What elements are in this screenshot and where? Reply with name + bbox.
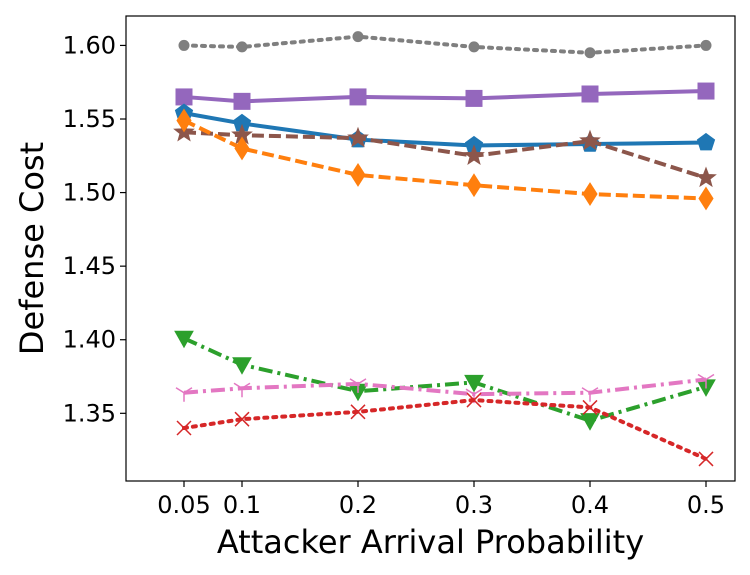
data-point (463, 144, 485, 166)
data-point (232, 357, 252, 375)
data-point (698, 451, 714, 467)
series (175, 373, 715, 404)
series (176, 108, 714, 211)
data-point (175, 88, 193, 106)
data-point (176, 420, 192, 436)
data-point (174, 330, 194, 349)
data-point (349, 378, 367, 393)
y-tick-label: 1.40 (63, 326, 116, 354)
data-point (175, 387, 193, 402)
data-point (698, 186, 714, 211)
data-point (581, 387, 599, 402)
series (175, 82, 715, 110)
y-axis-label: Defense Cost (13, 142, 51, 355)
data-point (580, 413, 600, 431)
data-point (466, 392, 482, 408)
data-point (465, 89, 483, 107)
data-point (584, 47, 596, 59)
x-tick-label: 0.3 (455, 491, 493, 519)
data-point (579, 129, 601, 151)
data-point (464, 374, 484, 393)
data-point (582, 182, 598, 206)
x-tick-label: 0.5 (687, 491, 725, 519)
data-point (234, 411, 250, 427)
data-point (347, 126, 369, 148)
data-point (352, 31, 364, 43)
data-point (176, 108, 192, 133)
data-point (696, 132, 716, 151)
series-line (183, 336, 707, 423)
y-tick-label: 1.45 (63, 252, 116, 280)
y-tick-label: 1.35 (63, 399, 116, 427)
data-point (581, 85, 599, 103)
data-point (350, 162, 366, 187)
series (173, 120, 717, 188)
series-layer (173, 31, 717, 467)
plot-frame (125, 15, 736, 482)
x-tick-label: 0.05 (157, 491, 210, 519)
data-point (233, 382, 251, 398)
data-point (234, 136, 250, 161)
x-axis-label: Attacker Arrival Probability (217, 523, 644, 561)
x-tick-label: 0.1 (223, 491, 261, 519)
data-point (468, 41, 480, 53)
data-point (697, 373, 715, 389)
series (176, 392, 714, 467)
x-tick-label: 0.2 (339, 491, 377, 519)
series (174, 330, 716, 431)
data-point (466, 173, 482, 198)
data-point (236, 41, 248, 53)
data-point (350, 404, 366, 420)
x-tick-label: 0.4 (571, 491, 609, 519)
series-line (183, 130, 707, 180)
series-line (182, 398, 708, 461)
data-point (233, 92, 251, 110)
data-point (349, 88, 367, 106)
data-point (582, 399, 598, 415)
y-tick-label: 1.60 (63, 31, 116, 59)
ticks-layer: 0.05 0.1 0.2 0.3 0.4 0.5 1.35 1.40 1.45 1.50 1.55 1… (63, 31, 726, 519)
data-point (700, 39, 712, 51)
series-line (183, 111, 707, 148)
series-line (183, 89, 707, 104)
data-point (178, 39, 190, 51)
series-line (182, 34, 708, 55)
data-point (695, 166, 717, 188)
data-point (697, 82, 715, 100)
series (174, 103, 716, 154)
series (178, 31, 712, 59)
series-line (183, 377, 707, 397)
series-line (183, 118, 707, 201)
y-tick-label: 1.55 (63, 105, 116, 133)
y-tick-label: 1.50 (63, 179, 116, 207)
